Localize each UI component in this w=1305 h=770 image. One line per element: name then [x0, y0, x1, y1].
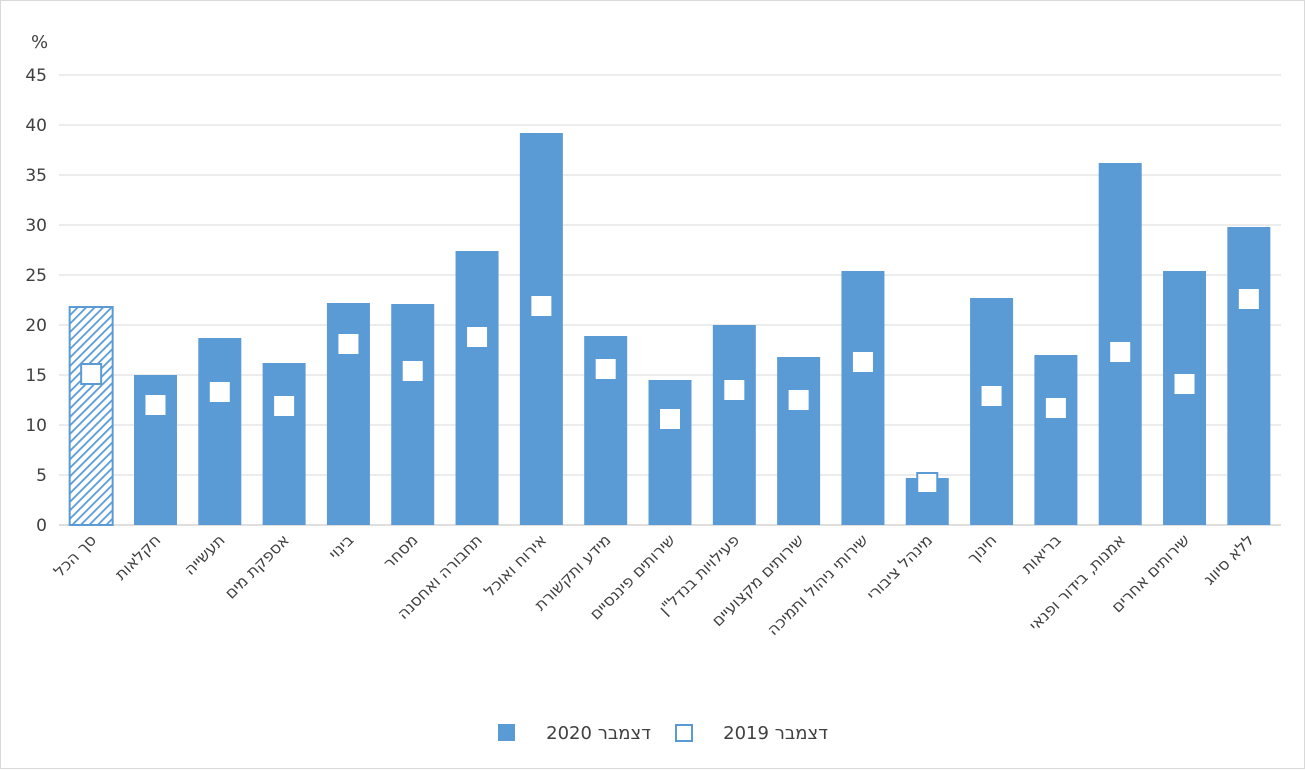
marker-2019: [981, 386, 1002, 406]
legend-label-2019: דצמבר 2019: [723, 723, 828, 744]
marker-2019: [209, 382, 230, 402]
y-tick-label: 20: [25, 316, 47, 336]
y-tick-label: 40: [25, 116, 47, 136]
marker-2019: [531, 296, 552, 316]
y-tick-label: 10: [25, 416, 47, 436]
marker-2019: [595, 359, 616, 379]
marker-2019: [1110, 342, 1131, 362]
markers-2019: [80, 289, 1259, 494]
y-tick-label: 35: [25, 166, 47, 186]
bar-2020: [519, 133, 563, 525]
x-category-label: אספקת מים: [221, 530, 293, 602]
bar-2020: [841, 271, 885, 525]
y-tick-label: 0: [36, 516, 47, 536]
legend-label-2020: דצמבר 2020: [546, 723, 651, 744]
legend: דצמבר 2020 דצמבר 2019: [498, 723, 828, 744]
legend-swatch-2019: [675, 724, 693, 742]
marker-2019: [338, 334, 359, 354]
bar-2020: [1227, 227, 1271, 525]
y-axis-ticks: 0 5 10 15 20 25 30 35 40 45: [25, 66, 47, 536]
marker-2019: [724, 380, 745, 400]
x-category-label: חינוך: [963, 530, 1000, 567]
x-category-label: בינוי: [325, 530, 358, 563]
bars-2020: [68, 133, 1271, 526]
marker-2019: [852, 352, 873, 372]
marker-2019: [80, 363, 103, 385]
y-unit-label: %: [31, 32, 48, 53]
y-tick-label: 45: [25, 66, 47, 86]
marker-2019: [916, 472, 939, 494]
y-tick-label: 25: [25, 266, 47, 286]
marker-2019: [145, 395, 166, 415]
bar-2020: [712, 325, 756, 525]
x-category-label: סך הכל: [50, 530, 100, 580]
bar-2020: [455, 251, 499, 525]
x-category-label: תעשייה: [180, 530, 228, 578]
x-category-label: חקלאות: [111, 530, 164, 583]
x-category-label: מינהל ציבורי: [863, 530, 936, 603]
bar-2020: [970, 298, 1014, 525]
y-tick-label: 5: [36, 466, 47, 486]
legend-swatch-2020: [498, 724, 515, 741]
marker-2019: [660, 409, 680, 429]
bar-2020: [262, 363, 306, 525]
x-category-label: מסחר: [379, 530, 421, 572]
bar-2020: [391, 304, 435, 525]
marker-2019: [1045, 398, 1066, 418]
marker-2019: [788, 390, 809, 410]
bar-2020: [1163, 271, 1207, 525]
bar-2020: [777, 357, 821, 525]
bar-2020: [198, 338, 242, 525]
bar-2020: [1034, 355, 1078, 525]
marker-2019: [467, 327, 488, 347]
y-tick-label: 15: [25, 366, 47, 386]
x-category-label: אירוח ואוכל: [480, 530, 550, 600]
marker-2019: [402, 361, 423, 381]
y-tick-label: 30: [25, 216, 47, 236]
marker-2019: [1174, 374, 1195, 394]
marker-2019: [274, 396, 295, 416]
x-category-label: בריאות: [1018, 530, 1065, 577]
bar-total-2020: [68, 306, 114, 526]
marker-2019: [1238, 289, 1259, 309]
bar-2020: [648, 380, 692, 525]
x-category-label: ללא סיווג: [1200, 530, 1258, 588]
